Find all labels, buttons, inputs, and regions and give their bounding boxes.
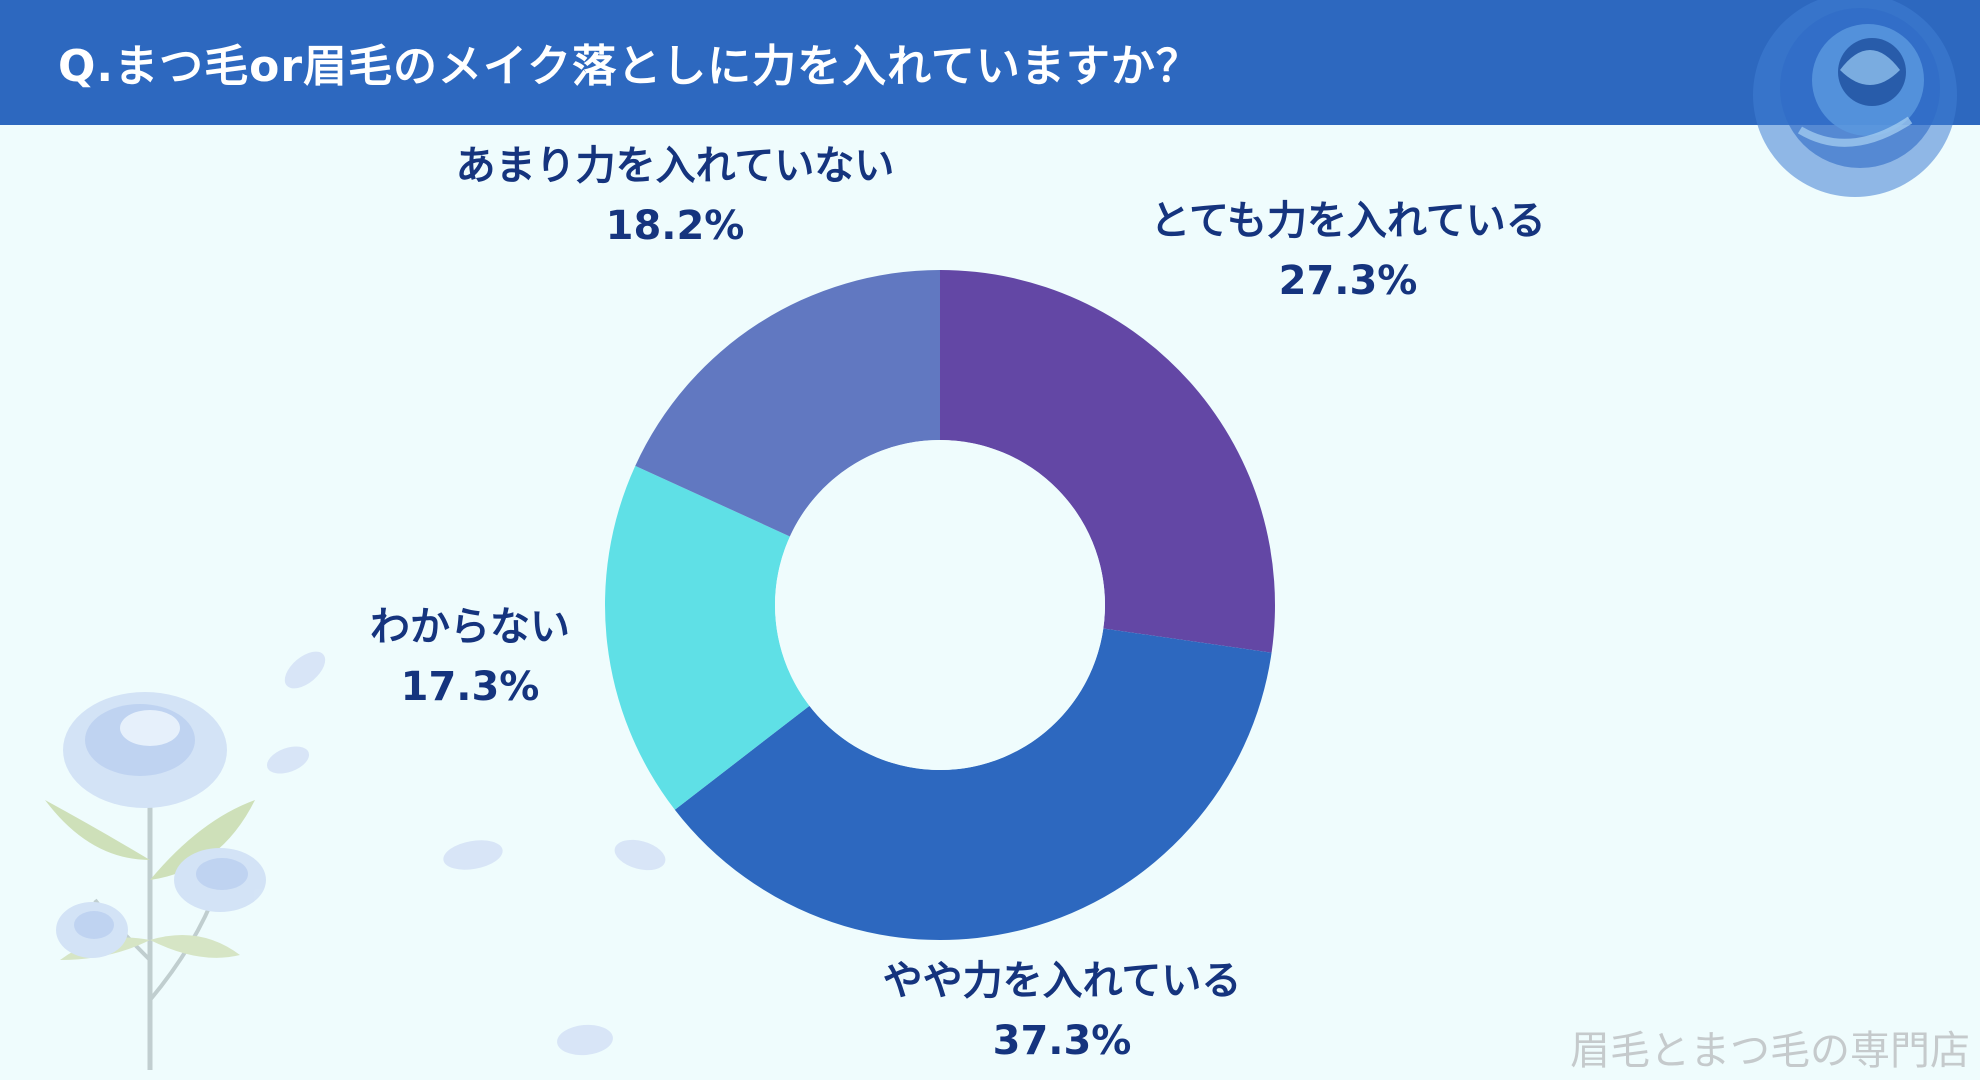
slice-label-text: わからない (370, 604, 570, 650)
slice-percent: 27.3% (1278, 258, 1418, 304)
slice-label-unknown: わからない 17.3% (270, 597, 670, 717)
slice-label-text: とても力を入れている (1150, 198, 1546, 244)
donut-slice-3 (635, 270, 940, 537)
slice-label-very: とても力を入れている 27.3% (1048, 191, 1648, 311)
watermark-text: 眉毛とまつ毛の専門店 (1570, 1028, 1970, 1074)
donut-slice-2 (605, 465, 810, 810)
slice-label-text: やや力を入れている (882, 958, 1242, 1004)
donut-hole (775, 440, 1105, 770)
slice-percent: 37.3% (992, 1018, 1132, 1064)
donut-slice-1 (674, 628, 1272, 940)
donut-slice-0 (940, 270, 1275, 653)
slice-label-somewhat: やや力を入れている 37.3% (762, 951, 1362, 1071)
slice-label-not-much: あまり力を入れていない 18.2% (375, 136, 975, 256)
slice-percent: 18.2% (605, 203, 745, 249)
header-bar: Q.まつ毛or眉毛のメイク落としに力を入れていますか？ (0, 0, 1980, 125)
page-title: Q.まつ毛or眉毛のメイク落としに力を入れていますか？ (58, 41, 1201, 92)
slice-percent: 17.3% (400, 664, 540, 710)
slice-label-text: あまり力を入れていない (455, 143, 895, 189)
